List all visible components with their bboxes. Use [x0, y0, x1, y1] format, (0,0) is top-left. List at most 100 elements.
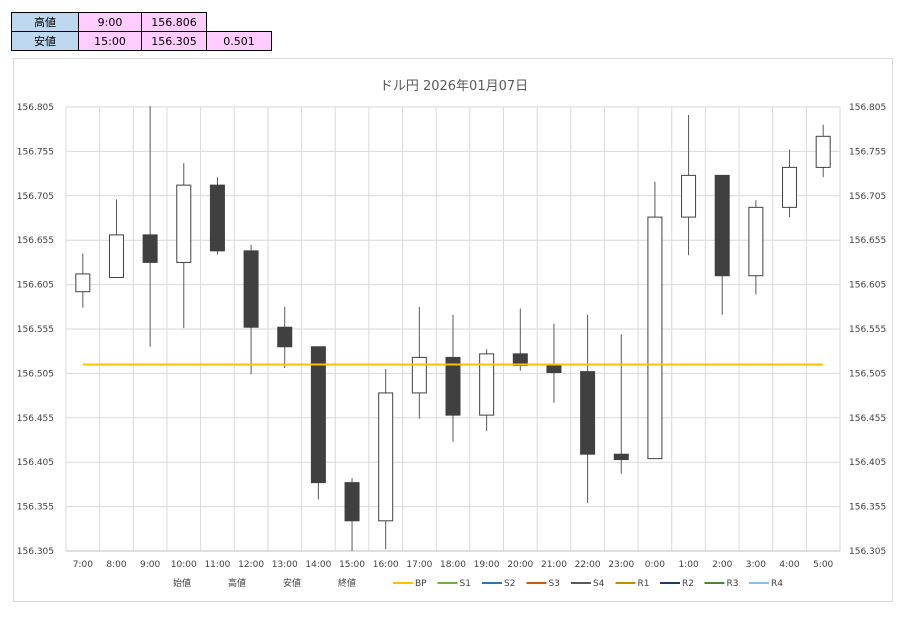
candle-body-bullish [681, 174, 697, 218]
legend-label-s3: S3 [549, 579, 560, 589]
candle-body-bullish [815, 135, 831, 168]
candle-body-bearish [546, 364, 562, 374]
legend-label-s1: S1 [460, 579, 471, 589]
x-tick-label: 17:00 [406, 560, 432, 570]
summary-row-high: 高値 9:00 156.806 [11, 12, 272, 32]
x-tick-label: 2:00 [712, 560, 732, 570]
x-tick-label: 21:00 [541, 560, 567, 570]
y-tick-label-left: 156.755 [17, 147, 54, 157]
candle-body-bearish [580, 371, 596, 455]
high-time: 9:00 [78, 12, 142, 32]
x-tick-label: 1:00 [678, 560, 698, 570]
x-tick-label: 7:00 [73, 560, 93, 570]
x-tick-label: 14:00 [305, 560, 331, 570]
x-tick-label: 22:00 [575, 560, 601, 570]
x-tick-label: 10:00 [171, 560, 197, 570]
candlestick-chart: ドル円 2026年01月07日 156.805156.755156.705156… [17, 79, 886, 589]
x-tick-label: 23:00 [608, 560, 634, 570]
y-tick-label-right: 156.355 [849, 503, 886, 513]
candle-body-bearish [209, 184, 225, 252]
candle-body-bullish [108, 234, 124, 278]
high-label: 高値 [11, 12, 79, 32]
candle-body-bullish [75, 273, 91, 293]
y-tick-label-left: 156.705 [17, 192, 54, 202]
summary-table: 高値 9:00 156.806 安値 15:00 156.305 0.501 [11, 12, 272, 51]
y-tick-label-left: 156.605 [17, 281, 54, 291]
y-tick-label-left: 156.805 [17, 103, 54, 113]
y-tick-label-left: 156.355 [17, 503, 54, 513]
legend-label-bp: BP [415, 579, 427, 589]
legend: 始値 高値 安値 終値 BP S1 S2 S3 S4 R1 R2 R3 R4 [173, 577, 783, 589]
legend-label: 終値 [338, 577, 356, 589]
gridlines [65, 106, 841, 552]
candle-body-bullish [782, 166, 798, 208]
y-axis-right: 156.805 156.755 156.705 156.655 156.605 156.5… [849, 103, 886, 557]
x-tick-label: 0:00 [645, 560, 665, 570]
candle-body-bearish [344, 482, 360, 522]
legend-label-s4: S4 [593, 579, 605, 589]
legend-label-s2: S2 [504, 579, 515, 589]
x-tick-label: 13:00 [272, 560, 298, 570]
blank-cell [207, 13, 272, 32]
y-tick-label-right: 156.405 [849, 458, 886, 468]
legend-label-r1: R1 [638, 579, 650, 589]
candles [75, 106, 831, 551]
low-time: 15:00 [78, 31, 142, 51]
candle-body-bearish [310, 346, 326, 484]
candle-body-bullish [411, 356, 427, 394]
x-tick-label: 5:00 [813, 560, 833, 570]
candle-body-bullish [176, 184, 192, 263]
y-tick-label-right: 156.655 [849, 236, 886, 246]
summary-row-low: 安値 15:00 156.305 0.501 [11, 31, 272, 51]
y-tick-label-right: 156.805 [849, 103, 886, 113]
candle-body-bullish [378, 392, 394, 522]
candle-body-bearish [613, 453, 629, 461]
high-low-diff: 0.501 [206, 31, 272, 51]
y-axis-left: 156.805 156.755 156.705 156.655 156.605 156.5… [17, 103, 54, 557]
y-tick-label-right: 156.555 [849, 325, 886, 335]
x-tick-label: 15:00 [339, 560, 365, 570]
high-price: 156.806 [141, 12, 207, 32]
x-axis: 7:00 8:00 9:00 10:00 11:00 12:00 13:00 14:00 15:… [73, 560, 834, 570]
candle-body-bearish [277, 326, 293, 348]
x-tick-label: 3:00 [746, 560, 766, 570]
candle-body-bullish [479, 353, 495, 416]
x-tick-label: 4:00 [779, 560, 799, 570]
y-tick-label-right: 156.705 [849, 192, 886, 202]
y-tick-label-right: 156.755 [849, 147, 886, 157]
y-tick-label-left: 156.405 [17, 458, 54, 468]
x-tick-label: 11:00 [204, 560, 230, 570]
low-label: 安値 [11, 31, 79, 51]
y-tick-label-right: 156.505 [849, 369, 886, 379]
legend-label-r3: R3 [727, 579, 739, 589]
x-tick-label: 12:00 [238, 560, 264, 570]
y-tick-label-right: 156.605 [849, 281, 886, 291]
y-tick-label-right: 156.305 [849, 547, 886, 557]
low-price: 156.305 [141, 31, 207, 51]
chart-area: ドル円 2026年01月07日 156.805 156.755 156.705 156… [13, 58, 893, 602]
legend-label: 始値 [173, 577, 191, 589]
x-tick-label: 19:00 [474, 560, 500, 570]
legend-label-r2: R2 [682, 579, 694, 589]
candle-body-bullish [748, 206, 764, 277]
candle-body-bearish [243, 250, 259, 328]
x-tick-label: 18:00 [440, 560, 466, 570]
candle-body-bearish [142, 234, 158, 263]
x-tick-label: 9:00 [140, 560, 160, 570]
y-tick-label-left: 156.555 [17, 325, 54, 335]
x-tick-label: 16:00 [373, 560, 399, 570]
y-tick-label-left: 156.505 [17, 369, 54, 379]
chart-title: ドル円 2026年01月07日 [380, 79, 528, 94]
x-tick-label: 8:00 [106, 560, 126, 570]
y-tick-label-right: 156.455 [849, 414, 886, 424]
candle-body-bearish [445, 356, 461, 416]
legend-label: 高値 [228, 577, 246, 589]
x-tick-label: 20:00 [507, 560, 533, 570]
candle-body-bullish [647, 216, 663, 460]
legend-label-r4: R4 [771, 579, 783, 589]
y-tick-label-left: 156.305 [17, 547, 54, 557]
y-tick-label-left: 156.655 [17, 236, 54, 246]
candle-body-bearish [714, 174, 730, 277]
y-tick-label-left: 156.455 [17, 414, 54, 424]
legend-label: 安値 [283, 577, 301, 589]
